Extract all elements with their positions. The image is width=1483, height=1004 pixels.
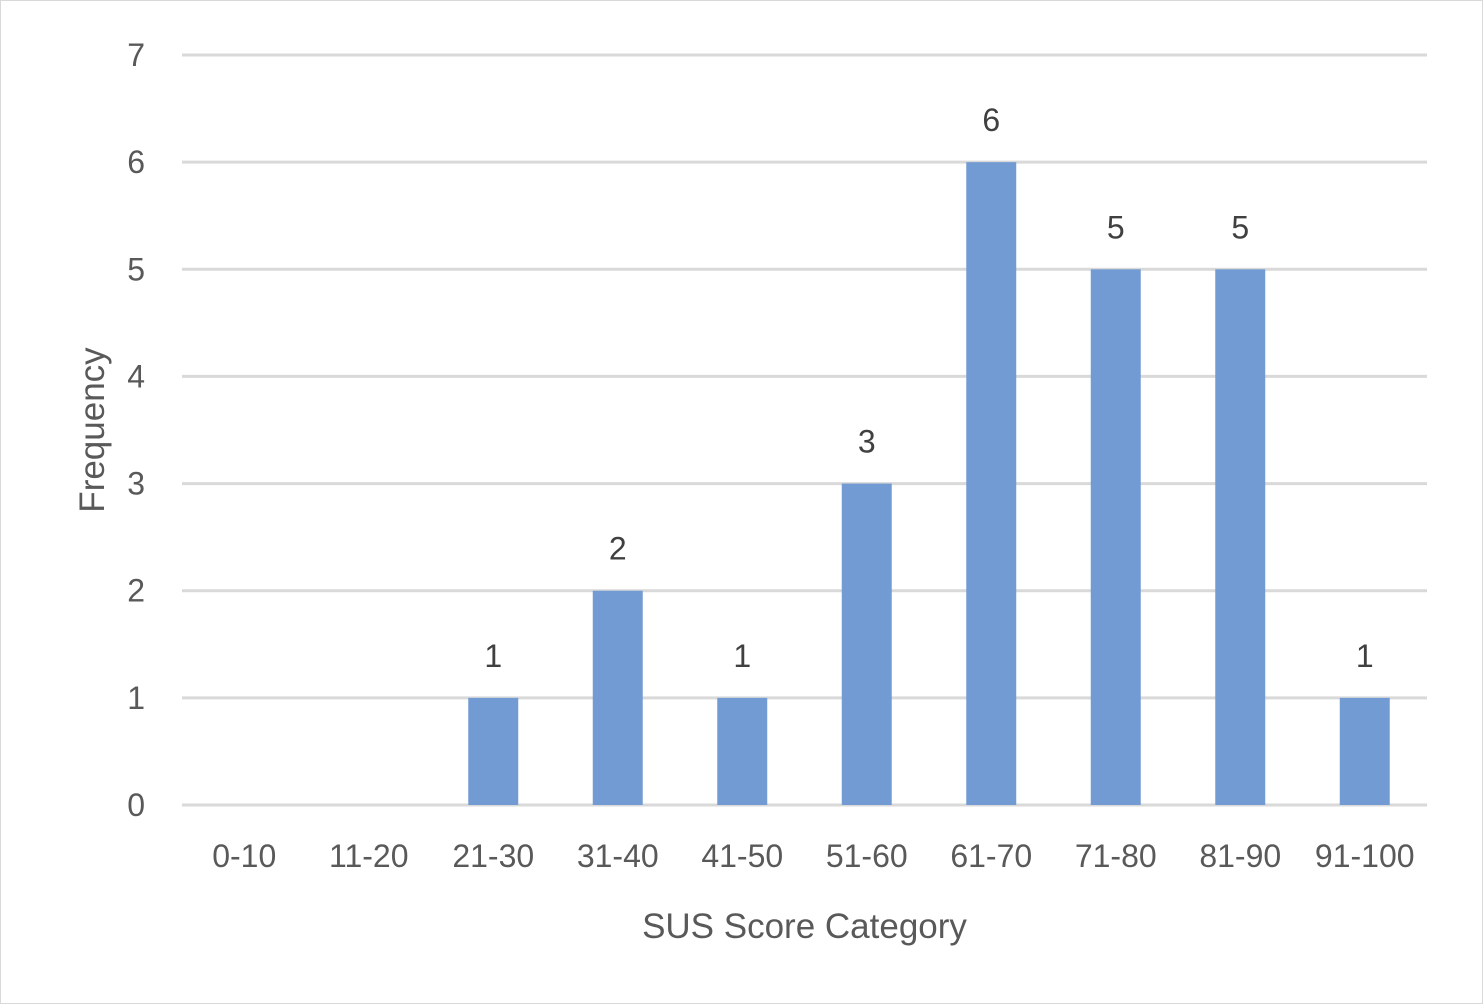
x-axis-title: SUS Score Category	[642, 907, 967, 946]
x-tick-label: 21-30	[452, 838, 534, 874]
x-tick-label: 71-80	[1075, 838, 1157, 874]
x-tick-label: 81-90	[1199, 838, 1281, 874]
bar-81-90	[1215, 269, 1266, 805]
bar-21-30	[468, 697, 519, 805]
x-tick-label: 0-10	[212, 838, 276, 874]
data-label: 6	[982, 102, 1000, 138]
x-tick-label: 51-60	[826, 838, 908, 874]
y-tick-label: 7	[127, 37, 145, 73]
data-label: 5	[1231, 209, 1249, 245]
x-axis-tick-labels: 0-10 11-20 21-30 31-40 41-50 51-60 61-70 71-80 8…	[212, 838, 1414, 874]
bars	[468, 162, 1390, 806]
data-label: 2	[609, 531, 627, 567]
data-label: 1	[484, 638, 502, 674]
data-label: 3	[858, 424, 876, 460]
data-label: 1	[733, 638, 751, 674]
y-tick-label: 2	[127, 573, 145, 609]
data-label: 1	[1356, 638, 1374, 674]
x-tick-label: 61-70	[950, 838, 1032, 874]
data-labels: 1 2 1 3 6 5 5 1	[484, 102, 1373, 674]
bar-41-50	[717, 697, 768, 805]
y-tick-label: 5	[127, 251, 145, 287]
y-tick-label: 1	[127, 680, 145, 716]
y-tick-label: 6	[127, 144, 145, 180]
bar-91-100	[1339, 697, 1390, 805]
y-tick-label: 4	[127, 358, 145, 394]
bar-51-60	[841, 483, 892, 805]
x-tick-label: 11-20	[329, 838, 408, 874]
y-tick-label: 3	[127, 466, 145, 502]
bar-61-70	[966, 162, 1017, 806]
bar-31-40	[592, 590, 643, 805]
x-tick-label: 91-100	[1315, 838, 1415, 874]
x-tick-label: 31-40	[577, 838, 659, 874]
data-label: 5	[1107, 209, 1125, 245]
y-axis-tick-labels: 0 1 2 3 4 5 6 7	[127, 37, 145, 823]
x-tick-label: 41-50	[701, 838, 783, 874]
y-tick-label: 0	[127, 787, 145, 823]
y-axis-title: Frequency	[73, 347, 112, 513]
bar-71-80	[1090, 269, 1141, 805]
